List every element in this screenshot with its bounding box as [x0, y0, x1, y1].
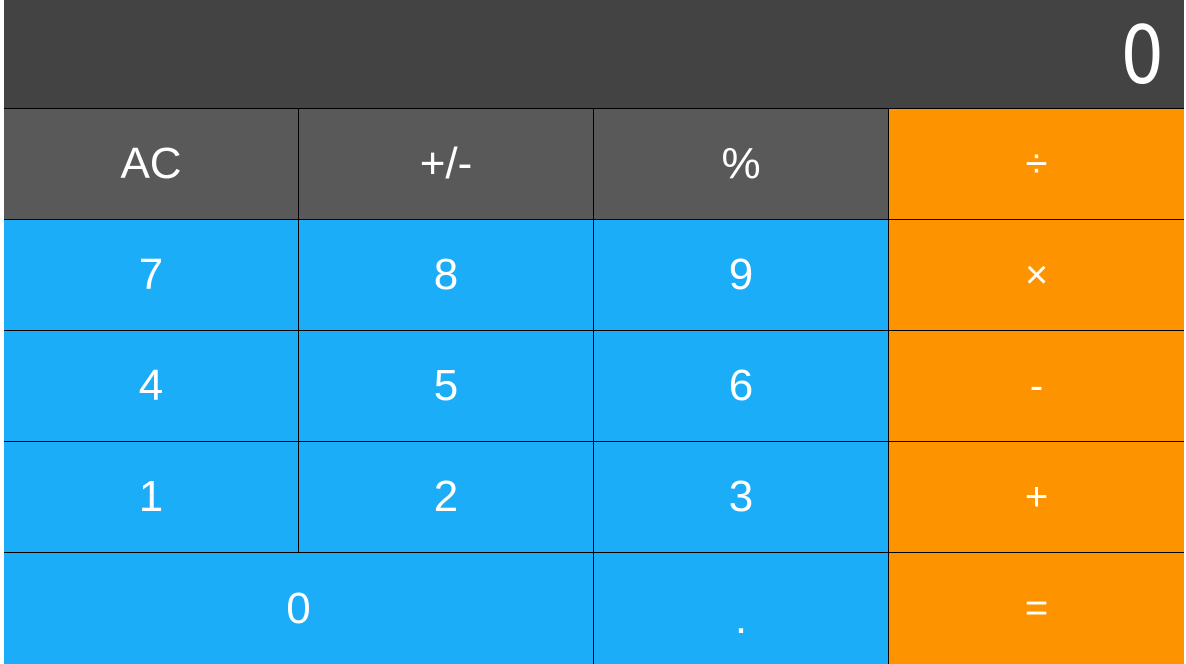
equals-button[interactable]: = — [889, 553, 1184, 664]
minus-button[interactable]: - — [889, 331, 1184, 441]
digit-8-button[interactable]: 8 — [299, 220, 593, 330]
calculator: 0 AC +/- % ÷ 7 8 9 × 4 5 6 - 1 2 3 + 0 .… — [4, 0, 1184, 664]
divide-button[interactable]: ÷ — [889, 109, 1184, 219]
digit-3-button[interactable]: 3 — [594, 442, 888, 552]
digit-5-button[interactable]: 5 — [299, 331, 593, 441]
decimal-point-button[interactable]: . — [594, 553, 888, 664]
keypad: AC +/- % ÷ 7 8 9 × 4 5 6 - 1 2 3 + 0 . = — [4, 109, 1184, 664]
digit-2-button[interactable]: 2 — [299, 442, 593, 552]
plus-button[interactable]: + — [889, 442, 1184, 552]
display-value: 0 — [1120, 9, 1164, 102]
display-panel: 0 — [4, 0, 1184, 108]
digit-0-button[interactable]: 0 — [4, 553, 593, 664]
multiply-button[interactable]: × — [889, 220, 1184, 330]
digit-6-button[interactable]: 6 — [594, 331, 888, 441]
digit-7-button[interactable]: 7 — [4, 220, 298, 330]
digit-4-button[interactable]: 4 — [4, 331, 298, 441]
sign-toggle-button[interactable]: +/- — [299, 109, 593, 219]
percent-button[interactable]: % — [594, 109, 888, 219]
clear-button[interactable]: AC — [4, 109, 298, 219]
digit-9-button[interactable]: 9 — [594, 220, 888, 330]
digit-1-button[interactable]: 1 — [4, 442, 298, 552]
